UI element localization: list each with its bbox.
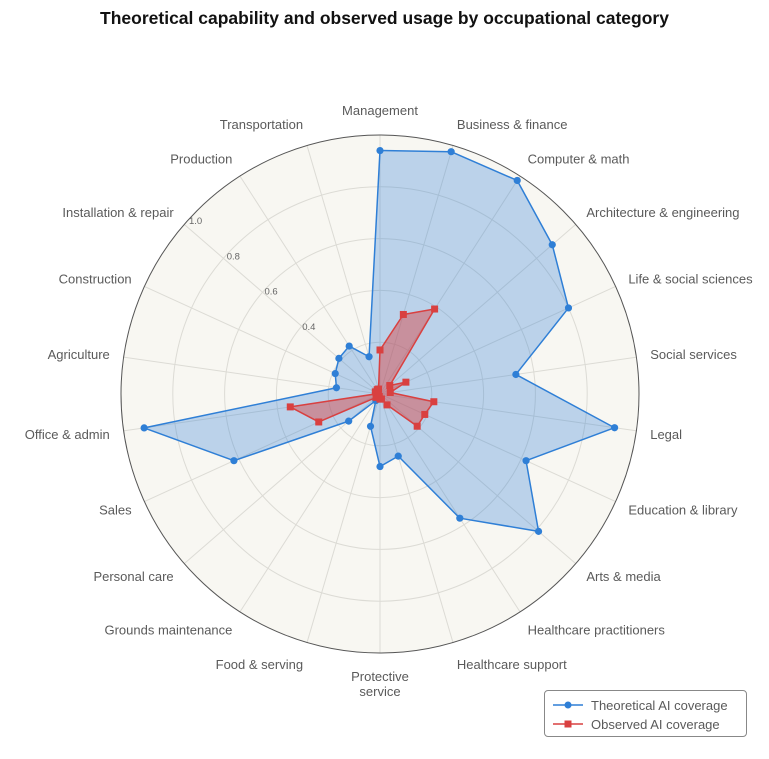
category-label: Life & social sciences [628,272,753,287]
category-label: Construction [59,272,132,287]
grid-spoke [239,393,381,613]
category-label: Grounds maintenance [104,622,232,637]
category-label: Installation & repair [62,205,174,220]
data-point-observed [375,385,383,393]
grid-spoke [379,224,577,395]
data-point-theoretical [512,370,520,379]
radial-tick-label: 0.8 [227,251,240,262]
category-label-line: service [359,684,400,699]
grid-spoke [306,393,381,643]
category-label: Food & serving [216,657,303,672]
data-point-theoretical [331,369,339,378]
category-label: Social services [650,347,737,362]
data-point-theoretical [548,241,556,249]
data-point-theoretical [230,457,238,465]
legend-item-theoretical: Theoretical AI coverage [553,696,728,714]
data-point-observed [386,389,394,397]
grid-spoke [379,393,454,643]
grid-spoke [379,175,521,395]
data-point-theoretical [564,304,573,312]
grid-spoke [379,356,637,395]
legend: Theoretical AI coverage Observed AI cove… [544,690,747,737]
category-label: Architecture & engineering [586,205,739,220]
data-point-theoretical [522,457,530,465]
data-point-theoretical [376,462,384,471]
legend-marker-square-icon [553,720,583,728]
data-point-theoretical [345,342,353,350]
category-label: Arts & media [586,569,661,584]
category-label: Healthcare practitioners [528,622,666,637]
data-point-observed [402,378,410,386]
data-point-observed [376,346,384,354]
data-point-observed [383,401,391,409]
category-label: Protective service [351,669,409,699]
grid-spoke [379,285,616,395]
data-point-theoretical [365,353,373,361]
data-point-observed [372,393,380,401]
category-label: Production [170,152,232,167]
legend-label-observed: Observed AI coverage [591,716,720,732]
radial-tick-label: 0.4 [302,322,315,333]
data-point-observed [386,382,394,390]
data-point-observed [286,403,294,411]
grid-spoke [379,145,454,395]
data-point-theoretical [332,384,341,392]
data-point-observed [315,418,323,426]
data-point-theoretical [610,424,619,432]
category-label-line: Protective [351,669,409,684]
category-label: Healthcare support [457,657,567,672]
grid-spoke [306,145,381,395]
data-point-theoretical [376,146,384,155]
data-point-theoretical [345,417,353,425]
data-point-theoretical [513,176,521,185]
data-point-observed [421,410,429,418]
grid-spoke [379,393,521,613]
category-label: Computer & math [528,152,630,167]
data-point-theoretical [447,148,455,156]
data-point-observed [430,398,438,406]
legend-marker-circle-icon [553,701,583,709]
legend-label-theoretical: Theoretical AI coverage [591,697,728,713]
legend-item-observed: Observed AI coverage [553,715,720,733]
category-label: Legal [650,427,682,442]
category-label: Sales [99,502,132,517]
data-point-theoretical [366,422,375,430]
data-point-theoretical [394,452,402,460]
data-point-theoretical [140,424,148,432]
grid-spoke [183,224,381,395]
data-point-theoretical [456,514,464,522]
category-label: Agriculture [48,347,110,362]
category-label: Office & admin [25,427,110,442]
category-label: Management [342,103,418,118]
data-point-theoretical [335,354,343,362]
radial-tick-label: 1.0 [189,216,202,227]
data-point-observed [399,310,407,318]
category-label: Education & library [628,502,738,517]
grid-spoke [239,175,381,395]
grid-spoke [144,285,381,395]
data-point-theoretical [534,527,543,535]
category-label: Transportation [220,117,303,132]
radial-tick-label: 0.6 [264,287,277,298]
plot-outer-circle [120,134,640,654]
category-label: Business & finance [457,117,568,132]
data-point-observed [431,305,439,313]
chart-title: Theoretical capability and observed usag… [100,8,669,28]
data-point-observed [413,422,421,430]
grid-spoke [379,393,616,503]
category-label: Personal care [93,569,173,584]
